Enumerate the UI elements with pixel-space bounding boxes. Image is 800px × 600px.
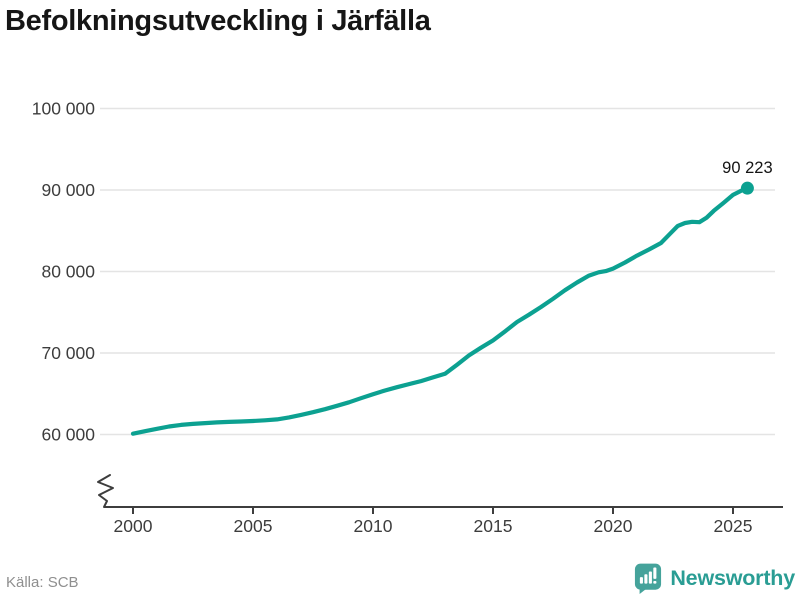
newsworthy-brand-link[interactable]: Newsworthy <box>634 562 795 595</box>
brand-name: Newsworthy <box>670 566 795 590</box>
x-tick-label: 2025 <box>714 516 753 536</box>
y-tick-label: 90 000 <box>41 180 95 200</box>
x-tick-label: 2015 <box>474 516 513 536</box>
latest-value-dot <box>740 181 754 195</box>
x-tick-label: 2005 <box>234 516 273 536</box>
axis-break-icon <box>97 474 114 508</box>
gridlines <box>100 107 775 436</box>
x-axis: 2000 2005 2010 2015 2020 2025 <box>104 506 783 536</box>
chart-title: Befolkningsutveckling i Järfälla <box>5 5 431 37</box>
latest-value-label: 90 223 <box>722 159 772 177</box>
y-tick-label: 100 000 <box>32 99 96 119</box>
y-tick-label: 80 000 <box>41 262 95 282</box>
x-tick-label: 2010 <box>354 516 393 536</box>
newsworthy-logo-icon <box>635 563 662 594</box>
population-line <box>130 186 750 436</box>
y-tick-label: 60 000 <box>41 425 95 445</box>
y-tick-label: 70 000 <box>41 343 95 363</box>
y-axis-labels: 60 000 70 000 80 000 90 000 100 000 <box>32 99 96 445</box>
x-tick-label: 2020 <box>594 516 633 536</box>
x-tick-label: 2000 <box>114 516 153 536</box>
source-label: Källa: SCB <box>6 574 79 591</box>
